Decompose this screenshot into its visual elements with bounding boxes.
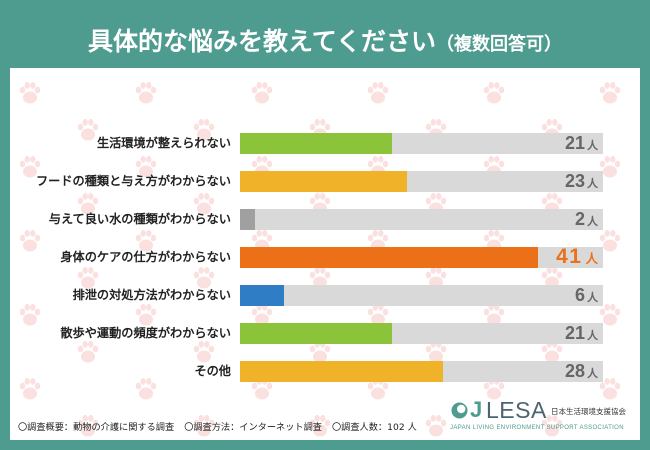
category-label: 生活環境が整えられない xyxy=(96,136,231,150)
value-label: 21 人 xyxy=(530,322,598,344)
value-number: 41 xyxy=(556,245,583,268)
value-unit: 人 xyxy=(587,139,598,152)
chart-title-main: 具体的な悩みを教えてください xyxy=(87,27,436,56)
value-number: 28 xyxy=(564,361,585,381)
value-number: 23 xyxy=(564,171,585,191)
survey-notes: 〇調査概要：動物の介護に関する調査 〇調査方法：インターネット調査 〇調査人数：10… xyxy=(18,422,417,434)
chart-title-note: （複数回答可） xyxy=(436,34,562,55)
jlesa-circle-logo-icon xyxy=(451,402,468,419)
bar-track xyxy=(240,284,603,306)
logo-name-en: JAPAN LIVING ENVIRONMENT SUPPORT ASSOCIA… xyxy=(450,425,624,431)
bar-track xyxy=(240,208,603,230)
value-unit: 人 xyxy=(587,329,598,342)
value-unit: 人 xyxy=(587,215,598,228)
chart-title: 具体的な悩みを教えてください（複数回答可） xyxy=(0,24,650,60)
bar xyxy=(240,246,538,268)
value-label: 21 人 xyxy=(530,132,598,154)
value-label: 23 人 xyxy=(530,170,598,192)
category-label: 身体のケアの仕方がわからない xyxy=(60,250,231,264)
logo-name: LESA xyxy=(486,397,547,423)
category-label: フードの種類と与え方がわからない xyxy=(36,174,231,188)
category-label: その他 xyxy=(194,364,231,378)
category-label: 散歩や運動の頻度がわからない xyxy=(60,326,231,340)
bar xyxy=(240,360,444,382)
category-label: 排泄の対処方法がわからない xyxy=(72,288,231,302)
value-label: 41 人 xyxy=(530,246,598,268)
chart-panel: 生活環境が整えられない 21 人フードの種類と与え方がわからない 23 人与えて良い水の… xyxy=(10,68,640,440)
bar xyxy=(240,170,407,192)
value-unit: 人 xyxy=(587,177,598,190)
value-unit: 人 xyxy=(587,291,598,304)
value-label: 28 人 xyxy=(530,360,598,382)
bar xyxy=(240,322,393,344)
logo-circle-highlight xyxy=(457,404,466,414)
value-unit: 人 xyxy=(585,251,598,266)
category-label: 与えて良い水の種類がわからない xyxy=(48,212,231,226)
logo-mark: J xyxy=(470,397,483,422)
value-number: 6 xyxy=(574,285,585,305)
bar xyxy=(240,132,393,154)
survey-note-overview: 〇調査概要：動物の介護に関する調査 xyxy=(18,422,175,433)
value-unit: 人 xyxy=(587,367,598,380)
logo-name-ja: 日本生活環境支援協会 xyxy=(551,407,626,416)
value-number: 2 xyxy=(574,209,585,229)
bar xyxy=(240,208,255,230)
survey-note-respondents: 〇調査人数：102 人 xyxy=(332,422,417,433)
survey-note-method: 〇調査方法：インターネット調査 xyxy=(184,422,322,433)
value-number: 21 xyxy=(564,323,585,343)
bar-chart: 生活環境が整えられない 21 人フードの種類と与え方がわからない 23 人与えて良い水の… xyxy=(10,68,640,440)
value-number: 21 xyxy=(564,133,585,153)
bar xyxy=(240,284,284,306)
